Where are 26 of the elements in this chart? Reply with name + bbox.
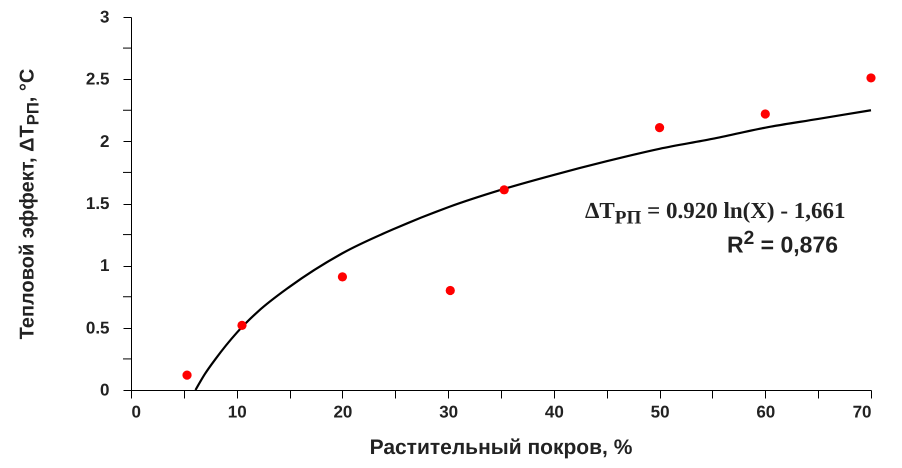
x-tick-label: 60 (756, 402, 776, 422)
x-tick-label: 30 (439, 402, 458, 422)
y-tick-label: 0 (100, 380, 110, 400)
x-tick-label: 40 (544, 402, 564, 422)
point (338, 272, 348, 282)
y-tick-label: 1 (100, 256, 110, 276)
x-tick-label: 50 (650, 402, 670, 422)
point (866, 73, 876, 83)
annotation: R$^{2}$ = 0,876 (727, 228, 838, 259)
point (654, 123, 664, 132)
point (182, 370, 192, 380)
x-tick-label: 0 (132, 402, 141, 422)
y-tick-label: 3 (100, 8, 110, 26)
annotation: ΔT$_{РП}$ = 0.920 ln(X) - 1,661 (585, 198, 846, 230)
point (237, 320, 247, 330)
point (500, 185, 509, 194)
y-tick-label: 2.5 (86, 70, 110, 89)
x-axis-title: Растительный покров, % (368, 436, 634, 460)
x-tick-label: 70 (852, 402, 872, 422)
y-tick-label: 2 (100, 132, 110, 151)
y-tick-label: 1.5 (86, 194, 110, 213)
x-tick-label: 20 (333, 402, 352, 422)
x-tick-label: 10 (228, 402, 247, 422)
y-tick-label: 0.5 (86, 318, 110, 338)
point (446, 286, 455, 296)
point (760, 109, 770, 119)
